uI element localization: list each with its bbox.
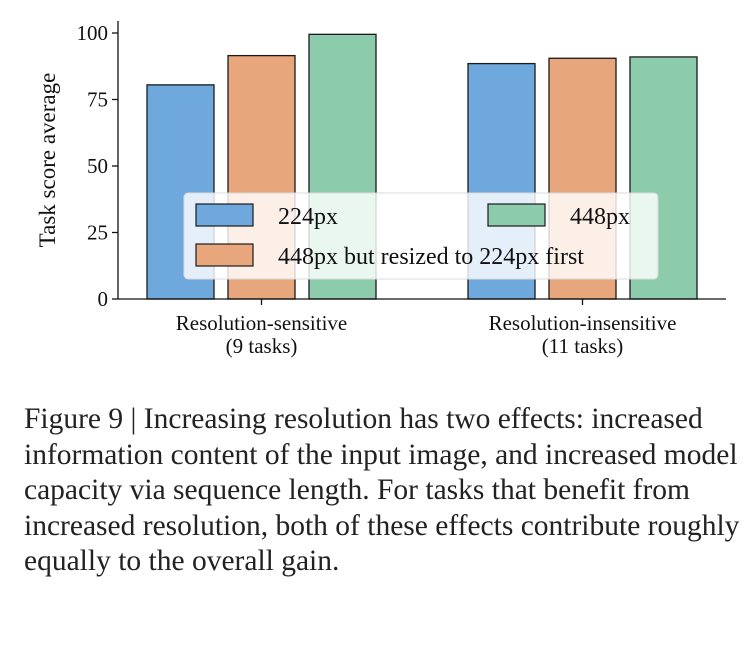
y-tick-label: 0 (98, 287, 109, 311)
legend-label: 448px (570, 204, 630, 230)
legend-label: 224px (278, 204, 338, 230)
x-category-label: Resolution-insensitive (489, 311, 677, 335)
legend-label: 448px but resized to 224px first (278, 244, 584, 270)
chart-container: 0 25 50 75 100 Resolution-sensitive (9 tasks) R… (35, 21, 726, 358)
legend: 224px 448px 448px but resized to 224px fir… (183, 192, 659, 280)
bar-chart: 0 25 50 75 100 Resolution-sensitive(9 tasks) R… (35, 21, 726, 358)
x-category-label: Resolution-sensitive (176, 311, 348, 335)
x-category-label: (11 tasks) (542, 334, 623, 358)
y-tick-label: 75 (87, 88, 108, 112)
legend-swatch (487, 203, 546, 227)
y-tick-label: 100 (77, 21, 109, 45)
y-tick-label: 25 (87, 221, 108, 245)
legend-swatch (195, 203, 254, 227)
y-axis-label: Task score average (35, 73, 60, 248)
x-category-label: (9 tasks) (226, 334, 298, 358)
legend-swatch (195, 243, 254, 267)
y-tick-label: 50 (87, 154, 108, 178)
figure-caption: Figure 9 | Increasing resolution has two… (24, 403, 740, 577)
